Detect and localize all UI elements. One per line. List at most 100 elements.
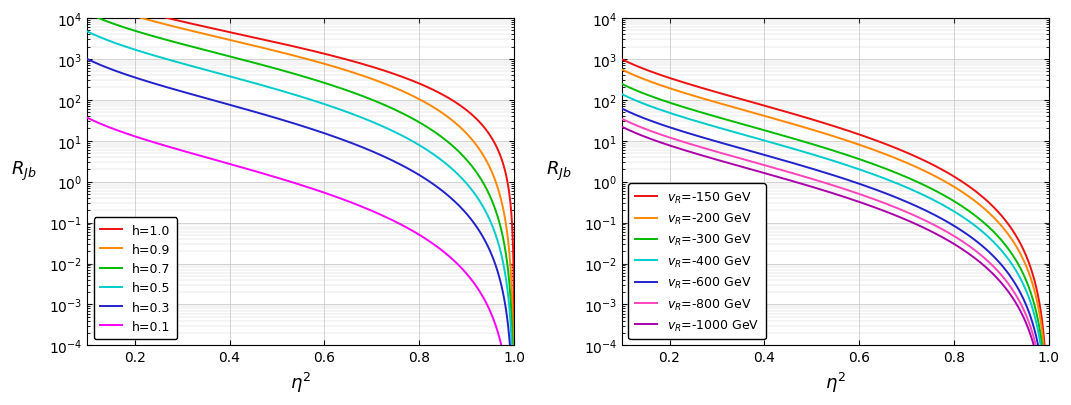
- $v_R$=-150 GeV: [964, 186, 977, 191]
- h=0.3: [200, 97, 213, 102]
- Line: $v_R$=-150 GeV: $v_R$=-150 GeV: [622, 60, 1045, 358]
- Y-axis label: $R_{Jb}$: $R_{Jb}$: [11, 159, 36, 182]
- $v_R$=-200 GeV: [731, 107, 744, 112]
- h=0.1: [333, 196, 346, 201]
- Line: h=0.3: h=0.3: [88, 60, 511, 358]
- h=0.1: [478, 296, 491, 301]
- h=0.3: [236, 107, 248, 111]
- h=0.5: [424, 150, 437, 155]
- h=1.0: [421, 85, 434, 90]
- $v_R$=-200 GeV: [781, 121, 794, 126]
- h=0.5: [487, 228, 500, 233]
- h=0.5: [227, 76, 240, 81]
- $v_R$=-200 GeV: [1038, 355, 1051, 360]
- $v_R$=-150 GeV: [765, 106, 778, 111]
- $v_R$=-800 GeV: [954, 239, 967, 243]
- h=0.9: [230, 40, 243, 45]
- $v_R$=-150 GeV: [795, 114, 808, 119]
- $v_R$=-400 GeV: [1009, 268, 1022, 273]
- X-axis label: $\eta^2$: $\eta^2$: [290, 370, 312, 394]
- $v_R$=-150 GeV: [634, 66, 647, 71]
- $v_R$=-400 GeV: [856, 168, 869, 173]
- h=0.7: [160, 38, 172, 43]
- $v_R$=-150 GeV: [843, 130, 856, 134]
- $v_R$=-1000 GeV: [935, 235, 948, 240]
- Legend: $v_R$=-150 GeV, $v_R$=-200 GeV, $v_R$=-300 GeV, $v_R$=-400 GeV, $v_R$=-600 GeV, : $v_R$=-150 GeV, $v_R$=-200 GeV, $v_R$=-3…: [629, 184, 766, 339]
- h=0.3: [183, 92, 196, 97]
- $v_R$=-1000 GeV: [754, 170, 767, 175]
- $v_R$=-300 GeV: [884, 168, 896, 173]
- Line: $v_R$=-300 GeV: $v_R$=-300 GeV: [622, 85, 1043, 358]
- $v_R$=-1000 GeV: [631, 132, 644, 137]
- h=0.7: [295, 74, 307, 79]
- h=0.9: [96, 4, 109, 9]
- h=1.0: [115, 4, 127, 9]
- $v_R$=-300 GeV: [1037, 355, 1050, 360]
- $v_R$=-1000 GeV: [616, 125, 629, 130]
- $v_R$=-150 GeV: [616, 58, 629, 63]
- Line: h=1.0: h=1.0: [121, 6, 514, 358]
- Line: h=0.9: h=0.9: [103, 6, 513, 357]
- $v_R$=-300 GeV: [974, 217, 986, 222]
- $v_R$=-1000 GeV: [924, 229, 937, 234]
- $v_R$=-800 GeV: [816, 180, 829, 185]
- h=0.9: [152, 21, 165, 26]
- $v_R$=-800 GeV: [826, 183, 839, 188]
- h=0.7: [306, 77, 319, 82]
- $v_R$=-600 GeV: [616, 107, 629, 112]
- h=0.5: [81, 30, 94, 35]
- $v_R$=-400 GeV: [1036, 355, 1049, 360]
- h=0.9: [507, 354, 519, 359]
- h=0.9: [323, 64, 336, 68]
- h=0.5: [156, 57, 169, 62]
- h=0.3: [127, 76, 140, 81]
- h=0.5: [362, 118, 375, 123]
- $v_R$=-1000 GeV: [700, 155, 713, 160]
- $v_R$=-800 GeV: [645, 130, 658, 134]
- $v_R$=-400 GeV: [652, 108, 665, 113]
- $v_R$=-300 GeV: [616, 82, 629, 87]
- h=0.7: [111, 23, 124, 28]
- h=0.7: [81, 12, 94, 17]
- $v_R$=-300 GeV: [663, 101, 676, 106]
- $v_R$=-1000 GeV: [1030, 355, 1043, 360]
- Line: $v_R$=-200 GeV: $v_R$=-200 GeV: [622, 70, 1044, 358]
- Line: $v_R$=-1000 GeV: $v_R$=-1000 GeV: [622, 128, 1037, 358]
- h=0.1: [81, 116, 94, 121]
- h=0.7: [507, 354, 519, 359]
- Line: $v_R$=-800 GeV: $v_R$=-800 GeV: [622, 119, 1039, 358]
- h=0.3: [81, 58, 94, 62]
- h=0.9: [198, 32, 211, 37]
- Line: h=0.5: h=0.5: [88, 32, 512, 357]
- $v_R$=-300 GeV: [975, 218, 987, 223]
- h=1.0: [356, 62, 368, 67]
- h=1.0: [276, 42, 289, 47]
- $v_R$=-300 GeV: [965, 211, 978, 216]
- $v_R$=-800 GeV: [616, 117, 629, 122]
- $v_R$=-800 GeV: [938, 229, 951, 234]
- $v_R$=-800 GeV: [1032, 355, 1045, 360]
- Line: $v_R$=-600 GeV: $v_R$=-600 GeV: [622, 109, 1040, 358]
- h=1.0: [508, 355, 521, 360]
- $v_R$=-200 GeV: [999, 228, 1012, 233]
- Line: h=0.7: h=0.7: [88, 14, 513, 357]
- h=0.3: [375, 153, 388, 158]
- $v_R$=-600 GeV: [998, 267, 1011, 272]
- X-axis label: $\eta^2$: $\eta^2$: [825, 370, 846, 394]
- h=1.0: [450, 101, 463, 106]
- h=0.3: [312, 130, 325, 134]
- h=0.1: [375, 213, 388, 218]
- $v_R$=-200 GeV: [880, 153, 893, 158]
- $v_R$=-600 GeV: [713, 141, 726, 145]
- $v_R$=-200 GeV: [616, 68, 629, 73]
- $v_R$=-600 GeV: [877, 191, 890, 196]
- h=1.0: [313, 51, 326, 56]
- $v_R$=-400 GeV: [835, 162, 848, 166]
- $v_R$=-400 GeV: [992, 245, 1005, 249]
- h=1.0: [165, 18, 178, 23]
- $v_R$=-600 GeV: [976, 244, 989, 249]
- $v_R$=-150 GeV: [748, 101, 760, 106]
- h=0.1: [329, 194, 342, 199]
- $v_R$=-400 GeV: [616, 93, 629, 98]
- h=0.7: [216, 53, 229, 58]
